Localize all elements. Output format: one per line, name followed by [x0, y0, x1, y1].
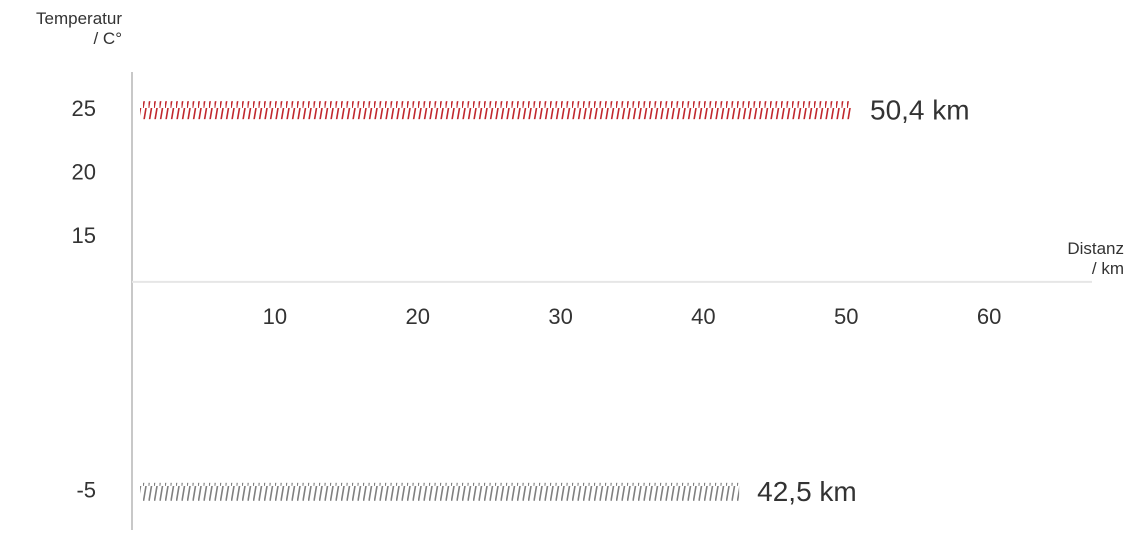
x-tick-label: 20	[405, 304, 429, 329]
range-bar	[140, 101, 852, 119]
y-tick-label: 15	[72, 223, 96, 248]
x-tick-label: 10	[263, 304, 287, 329]
x-tick-label: 60	[977, 304, 1001, 329]
chart-svg: Temperatur/ C° -5 15 20 25 10 20 30 40 50 60 Distan…	[0, 0, 1140, 556]
x-axis-title-line2: / km	[1092, 259, 1124, 278]
range-bar	[140, 483, 739, 501]
range-bar-value: 42,5 km	[757, 476, 857, 507]
x-tick-label: 50	[834, 304, 858, 329]
x-tick-label: 30	[548, 304, 572, 329]
y-axis-title-line1: Temperatur	[36, 9, 122, 28]
y-tick-label: 25	[72, 96, 96, 121]
range-bar-value: 50,4 km	[870, 95, 970, 126]
y-tick-label: -5	[76, 478, 96, 503]
y-axis-title-line2: / C°	[93, 29, 122, 48]
range-chart: Temperatur/ C° -5 15 20 25 10 20 30 40 50 60 Distan…	[0, 0, 1140, 556]
x-axis-title-line1: Distanz	[1067, 239, 1124, 258]
x-tick-label: 40	[691, 304, 715, 329]
y-tick-label: 20	[72, 160, 96, 185]
